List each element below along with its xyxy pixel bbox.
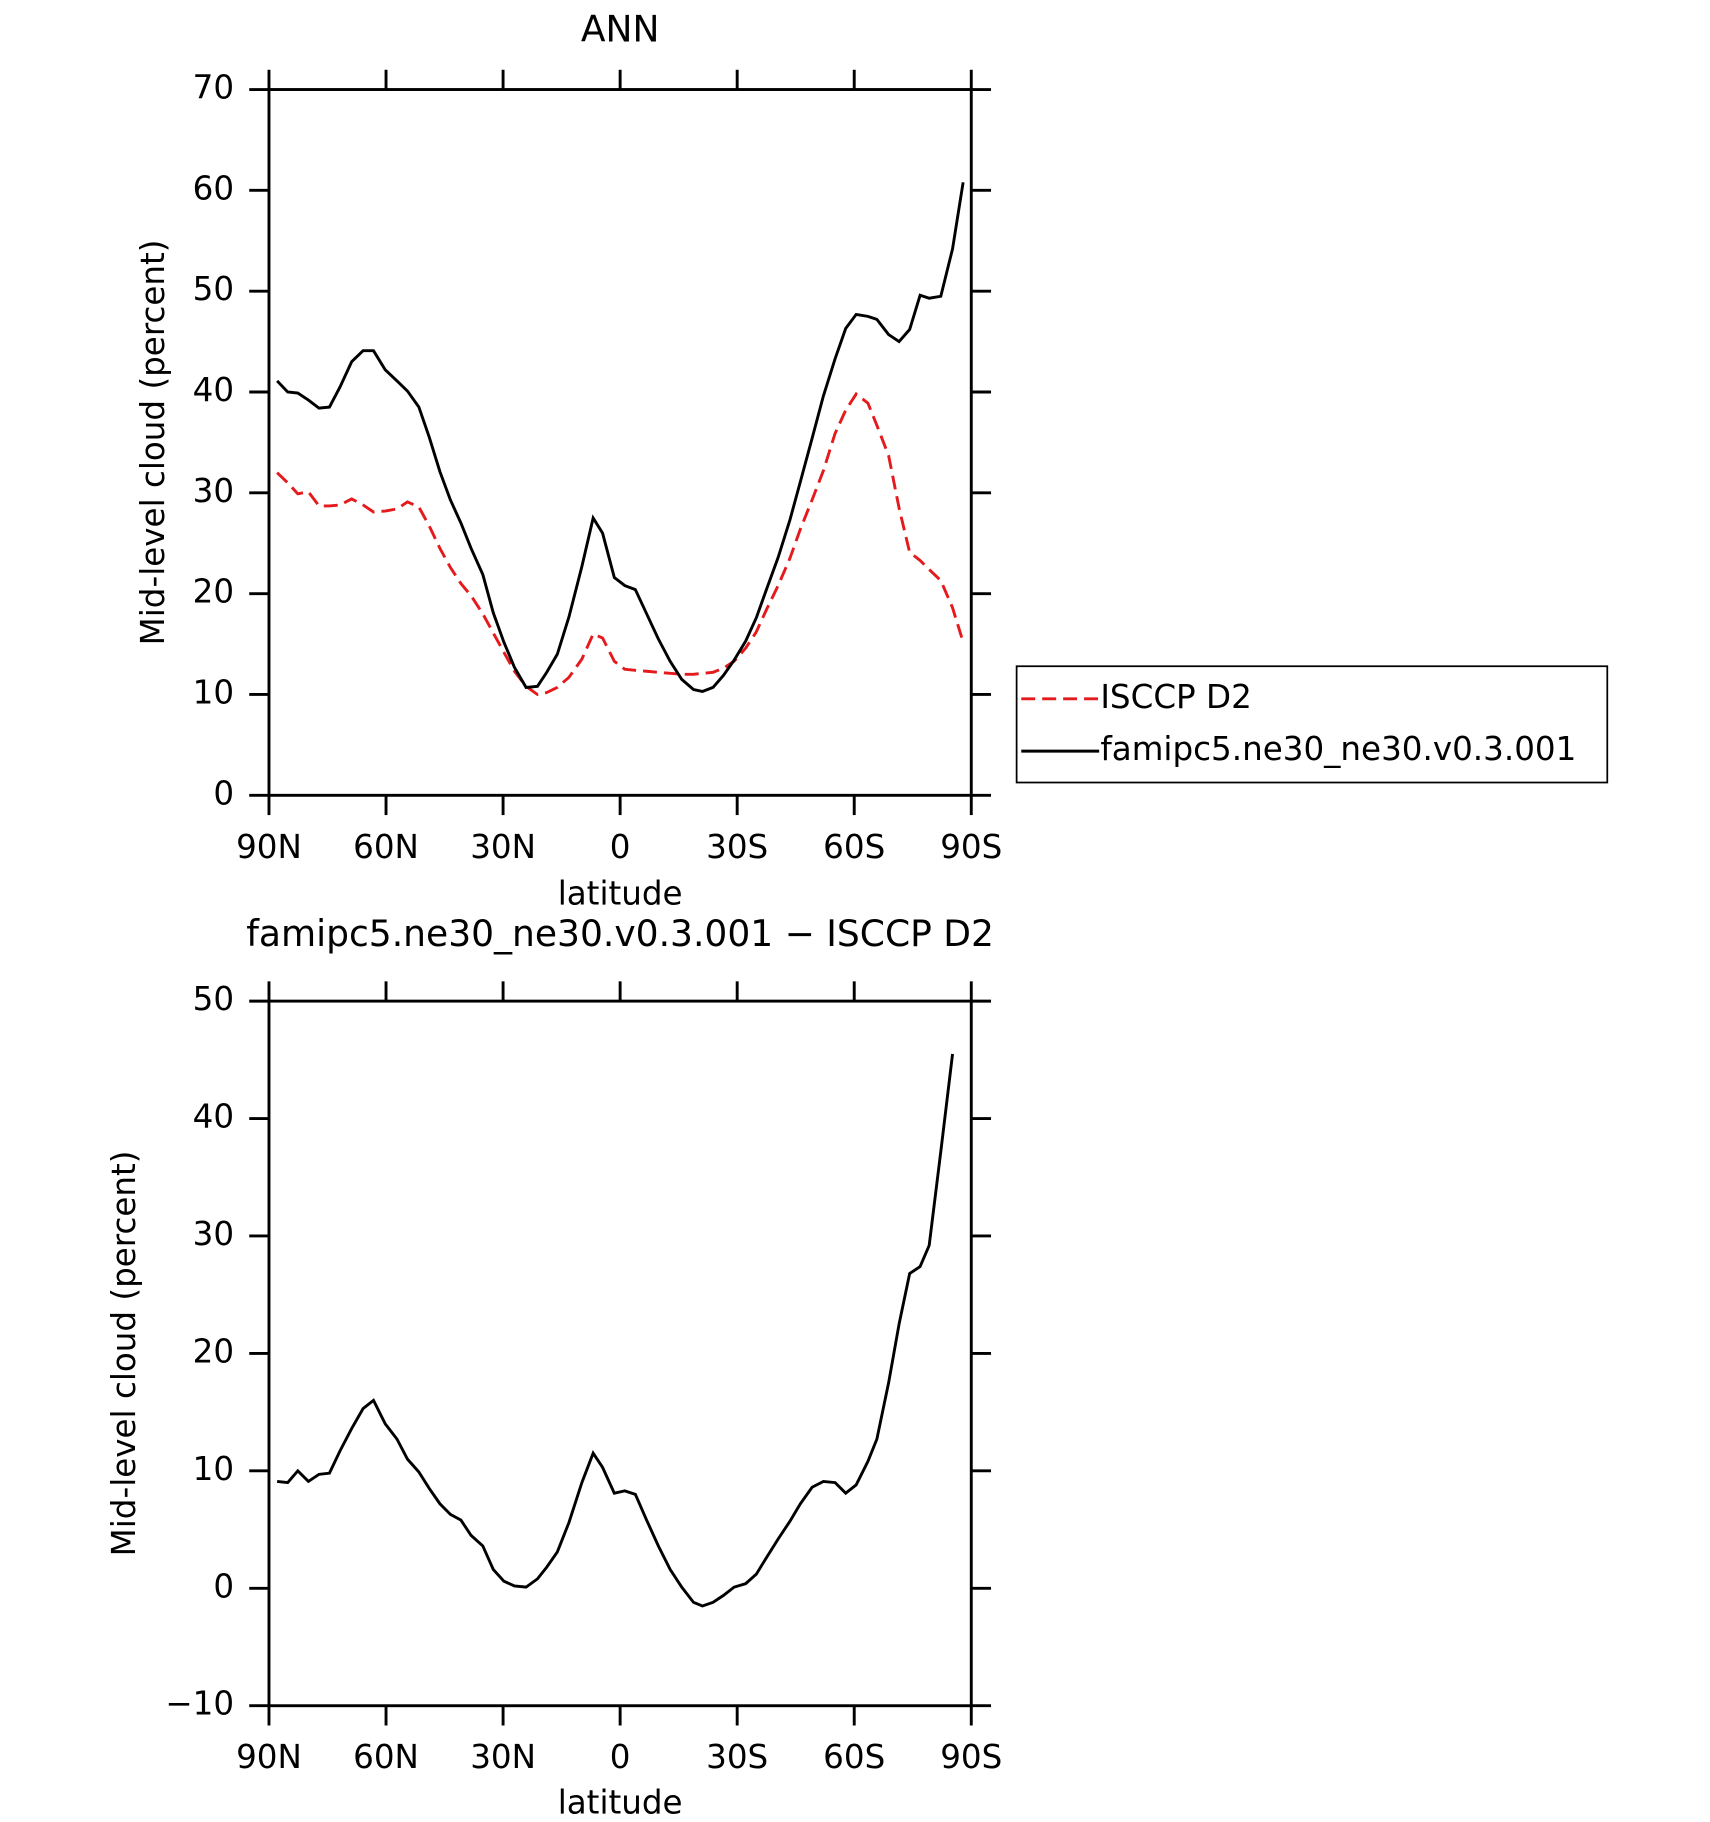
y-tick-label: 60: [193, 169, 234, 207]
x-tick-label: 60N: [353, 828, 419, 866]
x-tick-label: 30S: [706, 828, 768, 866]
y-tick-label: 50: [193, 270, 234, 308]
x-tick-label: 30S: [706, 1738, 768, 1776]
y-axis-label: Mid-level cloud (percent): [105, 1151, 143, 1557]
y-tick-label: 30: [193, 1215, 234, 1253]
x-tick-label: 90N: [236, 1738, 302, 1776]
x-tick-label: 90S: [940, 1738, 1002, 1776]
legend: ISCCP D2 famipc5.ne30_ne30.v0.3.001: [1015, 665, 1609, 784]
x-axis-label: latitude: [558, 1784, 683, 1822]
plot-frame: [267, 88, 973, 797]
data-line: [276, 1053, 954, 1608]
data-line: [276, 391, 965, 697]
legend-box: [1015, 665, 1609, 784]
chart-title: ANN: [581, 9, 660, 50]
y-tick-label: 30: [193, 472, 234, 510]
y-tick-label: 40: [193, 371, 234, 409]
y-tick-label: 10: [193, 673, 234, 711]
y-tick-label: 40: [193, 1098, 234, 1136]
chart-title: famipc5.ne30_ne30.v0.3.001 − ISCCP D2: [246, 914, 994, 955]
y-tick-label: 20: [193, 1332, 234, 1370]
y-tick-label: 50: [193, 980, 234, 1018]
data-line: [276, 182, 965, 693]
y-tick-label: 20: [193, 573, 234, 611]
y-tick-label: 70: [193, 69, 234, 107]
y-tick-label: 0: [213, 774, 234, 812]
legend-label: famipc5.ne30_ne30.v0.3.001: [1100, 730, 1576, 768]
legend-label: ISCCP D2: [1100, 678, 1251, 716]
x-axis-label: latitude: [558, 874, 683, 912]
x-tick-label: 0: [610, 1738, 631, 1776]
x-tick-label: 90N: [236, 828, 302, 866]
x-tick-label: 60N: [353, 1738, 419, 1776]
y-axis-label: Mid-level cloud (percent): [134, 240, 172, 646]
x-tick-label: 0: [610, 828, 631, 866]
y-tick-label: 10: [193, 1450, 234, 1488]
x-tick-label: 60S: [823, 828, 885, 866]
x-tick-label: 30N: [470, 828, 536, 866]
x-tick-label: 90S: [940, 828, 1002, 866]
x-tick-label: 60S: [823, 1738, 885, 1776]
x-tick-label: 30N: [470, 1738, 536, 1776]
y-tick-label: 0: [213, 1567, 234, 1605]
plot-frame: [267, 999, 973, 1708]
y-tick-label: −10: [165, 1685, 234, 1723]
